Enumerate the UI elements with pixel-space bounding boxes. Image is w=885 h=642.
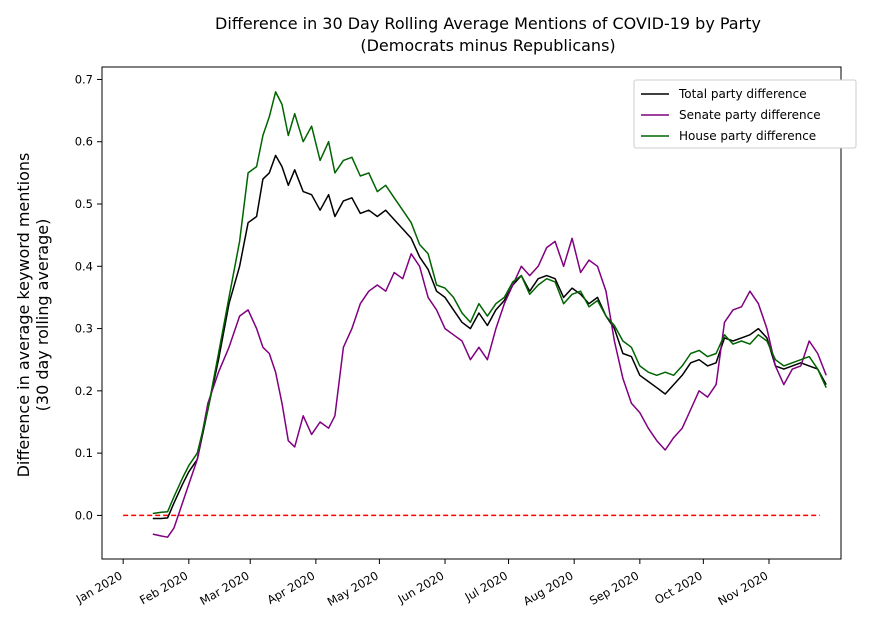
plot-frame	[101, 66, 842, 560]
y-tick-label: 0.1	[75, 446, 93, 460]
y-tick-label: 0.7	[75, 72, 93, 86]
y-tick-label: 0.0	[75, 508, 93, 522]
y-tick-label: 0.3	[75, 322, 93, 336]
y-tick-label: 0.6	[75, 135, 93, 149]
legend-box	[633, 79, 857, 149]
y-tick-label: 0.4	[75, 259, 93, 273]
series-line-senate-party-difference	[152, 237, 827, 538]
legend-label: Senate party difference	[679, 108, 821, 122]
y-tick-label: 0.2	[75, 384, 93, 398]
y-tick-label: 0.5	[75, 197, 93, 211]
y-axis-label: Difference in average keyword mentions	[14, 153, 33, 478]
chart-subtitle: (Democrats minus Republicans)	[360, 36, 615, 55]
legend-label: Total party difference	[678, 87, 807, 101]
series-line-total-party-difference	[152, 154, 827, 520]
legend-label: House party difference	[679, 129, 816, 143]
y-axis-label-line2: (30 day rolling average)	[33, 219, 52, 412]
legend: Total party difference Senate party diffe…	[633, 79, 857, 149]
series-line-house-party-difference	[152, 91, 827, 515]
chart-title: Difference in 30 Day Rolling Average Men…	[215, 14, 761, 33]
plot-area	[123, 91, 827, 538]
